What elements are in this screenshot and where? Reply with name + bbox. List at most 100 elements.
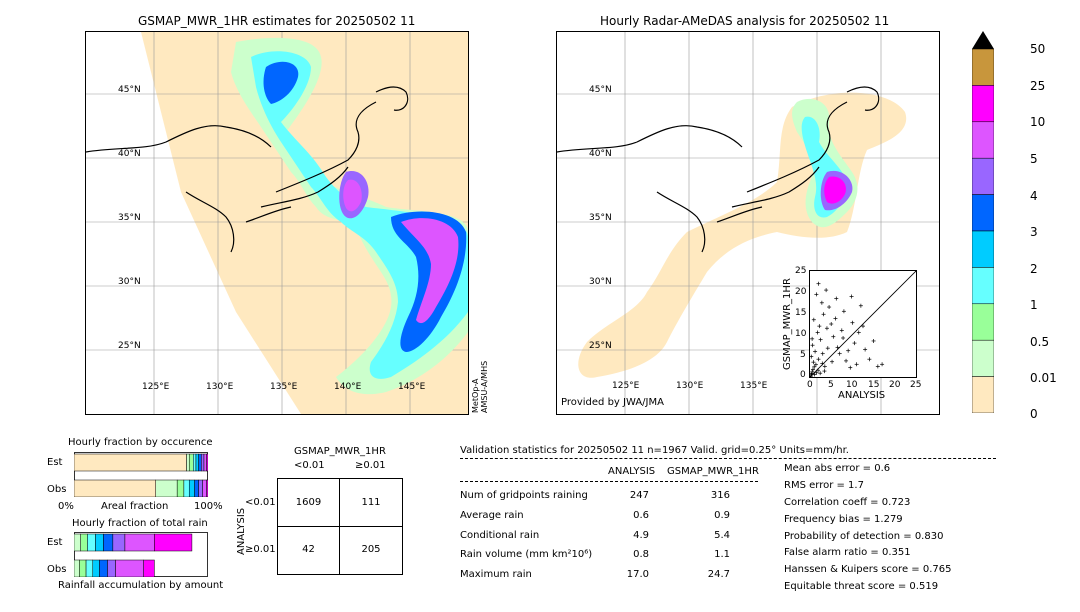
contingency-row-ge: ≥0.01 xyxy=(245,544,276,555)
right-lat-45: 45°N xyxy=(589,85,612,95)
scatter-point xyxy=(841,335,846,340)
cb-label-5: 5 xyxy=(1030,152,1038,166)
cb-label-0-01: 0.01 xyxy=(1030,371,1057,385)
scatter-point xyxy=(863,347,868,352)
right-lon-135: 135°E xyxy=(740,381,768,391)
scatter-point xyxy=(810,343,815,348)
validation-col-gsmap: GSMAP_MWR_1HR xyxy=(667,466,759,477)
contingency-row-lt: <0.01 xyxy=(245,497,276,508)
side-note-satellite: MetOp-A xyxy=(471,378,480,413)
scatter-point xyxy=(820,351,825,356)
validation-col-rule xyxy=(460,481,758,482)
bar-segment xyxy=(206,479,208,497)
scatter-point xyxy=(809,354,814,359)
left-map xyxy=(85,31,469,415)
right-lat-40: 40°N xyxy=(589,149,612,159)
left-lat-40: 40°N xyxy=(118,149,141,159)
bar-segment xyxy=(206,453,208,472)
scatter-point xyxy=(861,324,865,329)
right-lat-35: 35°N xyxy=(589,213,612,223)
scatter-ytick-0: 0 xyxy=(800,370,806,380)
score-3: Frequency bias = 1.279 xyxy=(784,514,903,525)
left-map-canvas xyxy=(86,32,468,414)
cb-label-10: 10 xyxy=(1030,115,1046,129)
scatter-diagonal xyxy=(809,270,917,378)
stat-label-4: Maximum rain xyxy=(460,569,532,580)
scatter-point xyxy=(814,292,819,297)
scatter-point xyxy=(875,364,880,369)
scatter-ytick-20: 20 xyxy=(795,287,807,297)
scatter-xlabel: ANALYSIS xyxy=(838,390,886,401)
cb-label-50: 50 xyxy=(1030,42,1046,56)
right-lon-130: 130°E xyxy=(676,381,704,391)
contingency-cell-0-0: 1609 xyxy=(295,497,322,508)
left-lon-140: 140°E xyxy=(334,382,362,392)
scatter-point xyxy=(818,337,823,342)
bar-segment xyxy=(188,453,194,472)
occurrence-xlabel: Areal fraction xyxy=(101,501,169,512)
scatter-point xyxy=(852,341,857,346)
scatter-point xyxy=(810,367,815,372)
scatter-xtick-5: 5 xyxy=(828,380,834,390)
scatter-point xyxy=(813,349,818,354)
bar-segment xyxy=(103,533,114,552)
contingency-col-lt: <0.01 xyxy=(294,460,325,471)
cb-label-4: 4 xyxy=(1030,189,1038,203)
scatter-point xyxy=(839,328,844,333)
scatter-point xyxy=(813,362,818,367)
bar-segment xyxy=(79,559,87,577)
bar-segment xyxy=(74,559,80,577)
scatter-ytick-5: 5 xyxy=(800,350,806,360)
scatter-point xyxy=(831,334,836,339)
scatter-ylabel: GSMAP_MWR_1HR xyxy=(782,278,793,370)
colorbar-segment xyxy=(971,194,995,232)
stat-analysis-4: 17.0 xyxy=(626,569,649,580)
validation-top-rule xyxy=(460,458,996,459)
scatter-point xyxy=(822,369,827,374)
stat-gsmap-0: 316 xyxy=(710,490,730,501)
bar-segment xyxy=(87,533,96,552)
colorbar-segment xyxy=(971,303,995,341)
stat-analysis-1: 0.6 xyxy=(633,510,649,521)
left-lat-30: 30°N xyxy=(118,277,141,287)
bar-segment xyxy=(176,479,185,497)
occurrence-xtick-100: 100% xyxy=(194,501,223,512)
colorbar-segment xyxy=(971,339,995,377)
colorbar-segment xyxy=(971,85,995,123)
scatter-point xyxy=(815,330,820,335)
scatter-point xyxy=(880,362,885,367)
scatter-canvas xyxy=(808,270,917,379)
bar-segment xyxy=(188,479,195,497)
colorbar-segment xyxy=(971,376,995,414)
bar-segment xyxy=(183,479,190,497)
colorbar-over-arrow xyxy=(972,31,994,49)
colorbar-segment xyxy=(971,48,995,86)
scatter-point xyxy=(812,372,817,377)
scatter-point xyxy=(822,364,827,369)
scatter-point xyxy=(871,338,876,343)
colorbar-segment xyxy=(971,230,995,268)
scatter-point xyxy=(844,358,849,363)
bar-segment xyxy=(95,533,104,552)
stat-gsmap-1: 0.9 xyxy=(714,510,730,521)
bar-segment xyxy=(143,559,155,577)
stat-label-2: Conditional rain xyxy=(460,530,540,541)
scatter-xtick-20: 20 xyxy=(889,380,901,390)
scatter-point xyxy=(816,281,821,286)
bar-segment xyxy=(92,559,100,577)
contingency-hdivider xyxy=(278,526,402,527)
validation-header: Validation statistics for 20250502 11 n=… xyxy=(460,445,849,456)
scatter-point xyxy=(833,316,838,321)
right-map xyxy=(556,31,940,415)
colorbar-segment xyxy=(971,267,995,305)
occurrence-row-est: Est xyxy=(47,457,63,468)
left-lat-35: 35°N xyxy=(118,213,141,223)
scatter-xtick-10: 10 xyxy=(846,380,858,390)
score-5: False alarm ratio = 0.351 xyxy=(784,547,911,558)
score-4: Probability of detection = 0.830 xyxy=(784,531,944,542)
scatter-point xyxy=(817,324,822,329)
contingency-col-ge: ≥0.01 xyxy=(355,460,386,471)
left-lon-130: 130°E xyxy=(206,382,234,392)
occurrence-title: Hourly fraction by occurence xyxy=(68,437,213,448)
right-lat-30: 30°N xyxy=(589,277,612,287)
